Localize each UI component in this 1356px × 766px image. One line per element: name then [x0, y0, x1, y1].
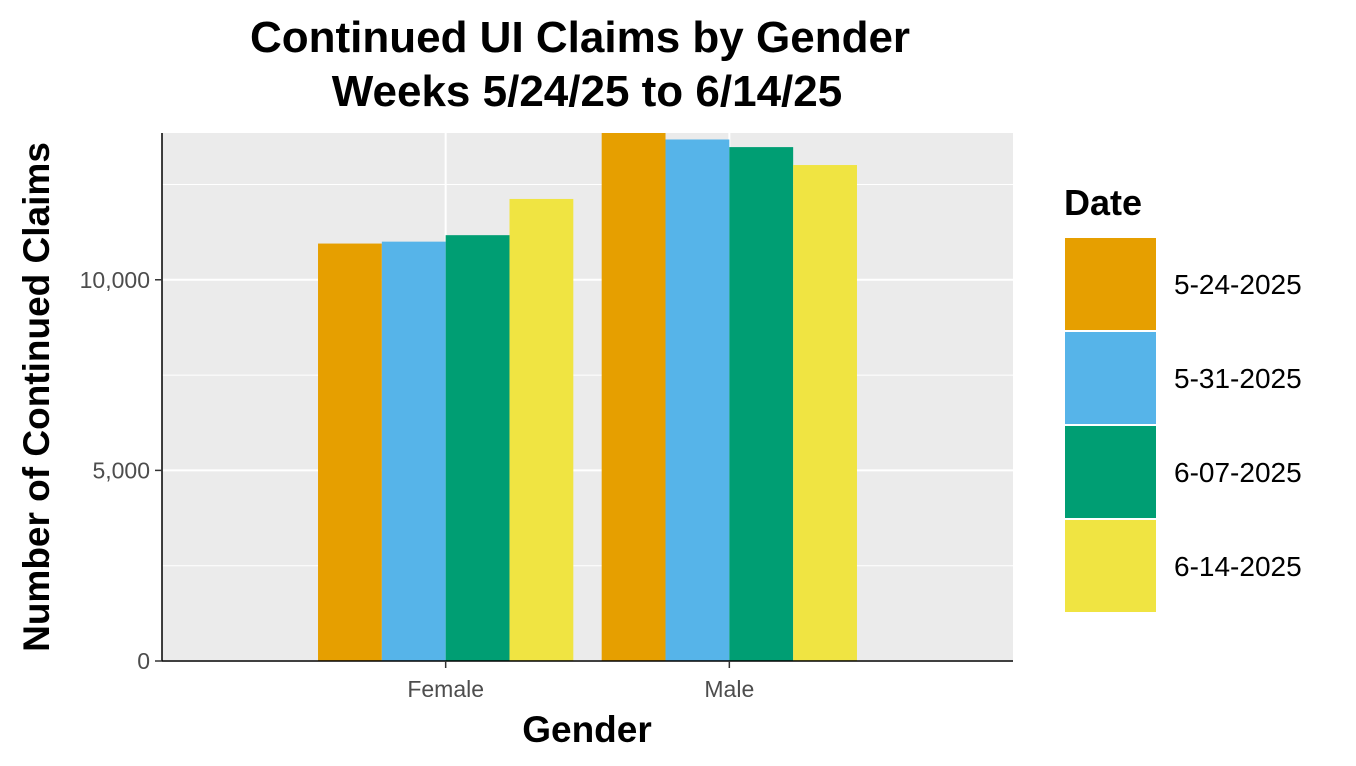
bar-female-6-07-2025 [445, 235, 510, 662]
legend: 5-24-2025 5-31-2025 6-07-2025 6-14-2025 [1063, 236, 1302, 614]
plot-panel [162, 133, 1013, 661]
bar-female-6-14-2025 [509, 198, 574, 662]
y-tick-label: 0 [137, 648, 150, 674]
bar-male-6-07-2025 [729, 147, 794, 661]
x-tick-label: Male [704, 676, 754, 702]
legend-key [1063, 330, 1158, 426]
bar-male-6-14-2025 [793, 165, 857, 661]
bar-male-5-31-2025 [665, 139, 730, 662]
legend-key [1063, 424, 1158, 520]
bars [318, 133, 857, 662]
bar-female-5-31-2025 [381, 241, 446, 661]
y-tick-label: 5,000 [92, 457, 150, 483]
x-axis-title: Gender [522, 709, 652, 750]
x-tick-label: Female [407, 676, 484, 702]
y-tick-label: 10,000 [80, 267, 150, 293]
bar-male-5-24-2025 [601, 133, 666, 661]
legend-label: 6-14-2025 [1174, 551, 1302, 582]
legend-key [1063, 236, 1158, 332]
chart-title-line-1: Continued UI Claims by Gender [250, 13, 910, 62]
legend-title: Date [1064, 182, 1142, 223]
y-axis-title: Number of Continued Claims [16, 142, 57, 652]
axes: 0 5,000 10,000 Female Male [80, 133, 1013, 702]
legend-label: 5-31-2025 [1174, 363, 1302, 394]
bar-female-5-24-2025 [318, 243, 382, 661]
legend-label: 6-07-2025 [1174, 457, 1302, 488]
legend-key [1063, 518, 1158, 614]
chart-title-line-2: Weeks 5/24/25 to 6/14/25 [332, 67, 842, 116]
legend-label: 5-24-2025 [1174, 269, 1302, 300]
